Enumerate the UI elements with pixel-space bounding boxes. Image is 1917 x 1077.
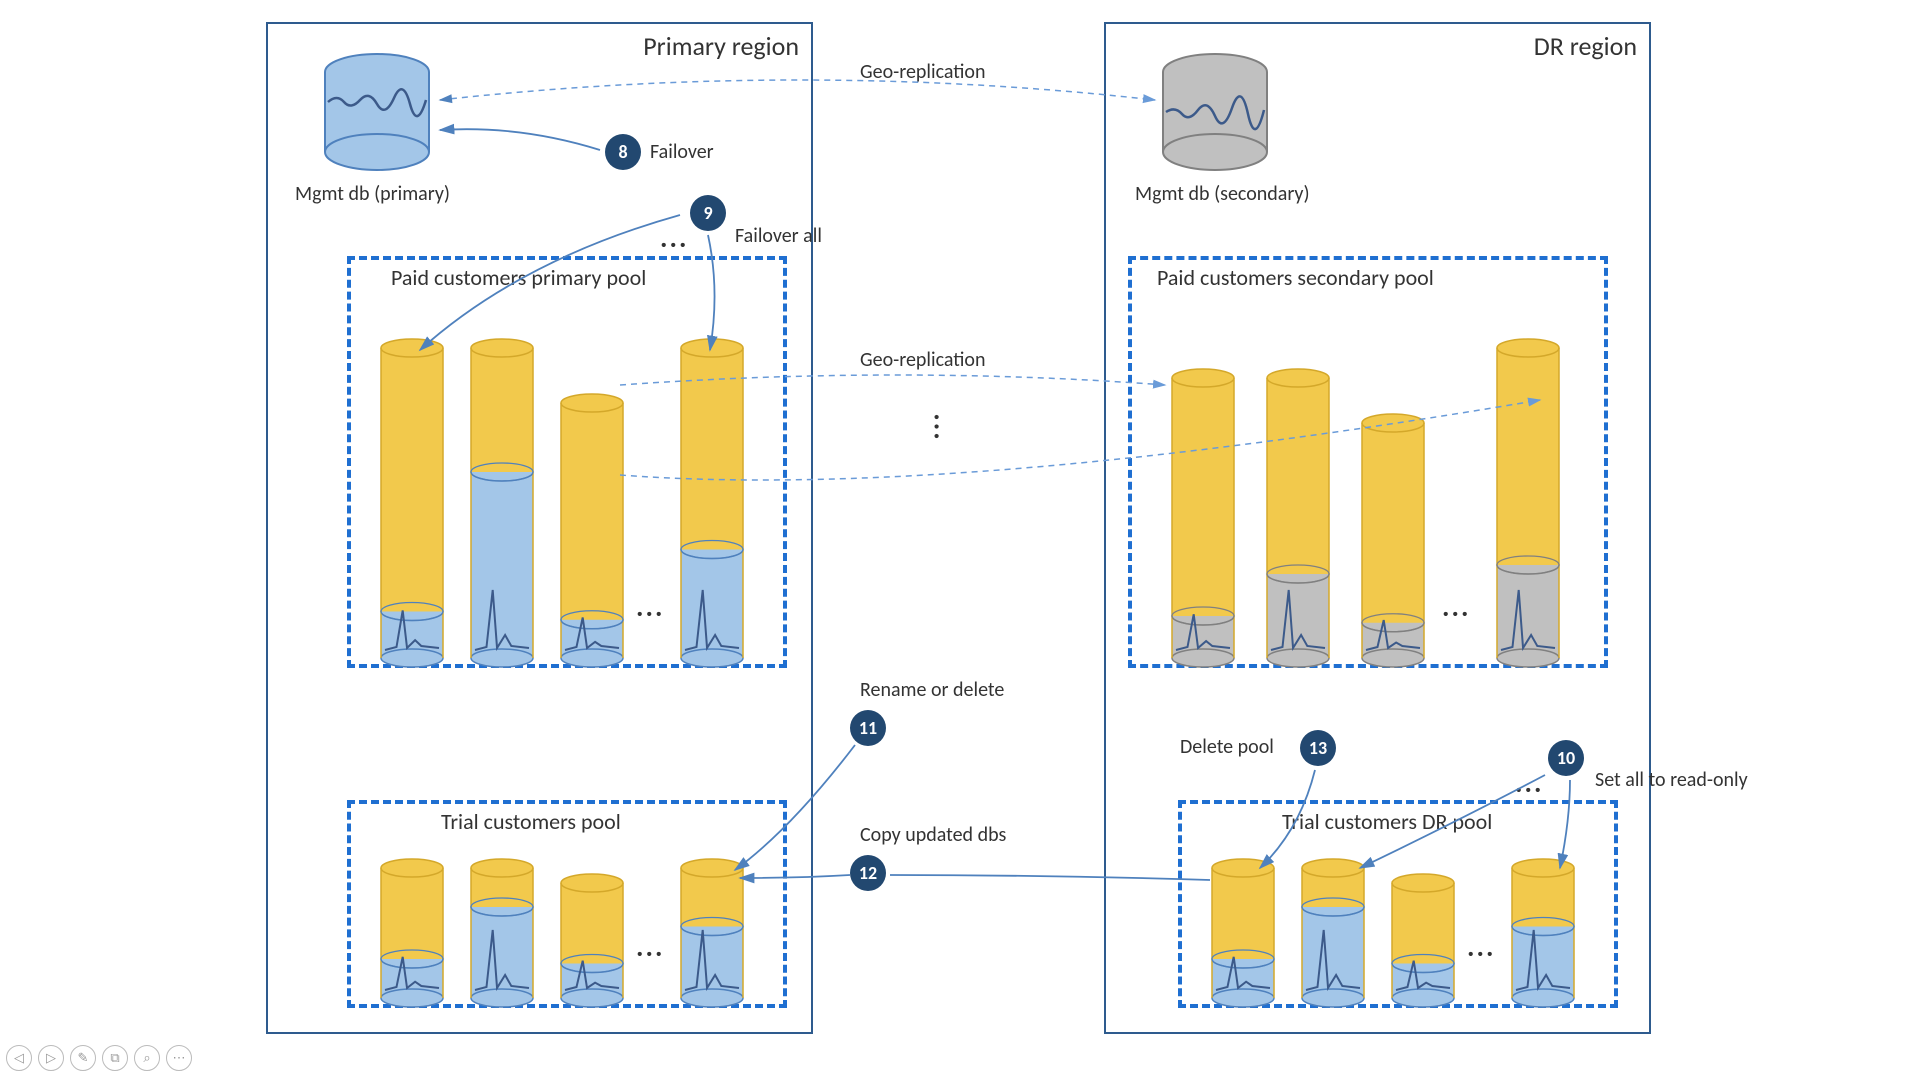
pool-trial_primary: Trial customers pool [347,800,787,1008]
geo-replication-label-1: Geo-replication [860,60,985,84]
viewer-toolbar: ◁ ▷ ✎ ⧉ ⌕ ⋯ [6,1045,192,1071]
pool-paid_primary: Paid customers primary pool [347,256,787,668]
pool-trial_dr: Trial customers DR pool [1178,800,1618,1008]
pool-trial_dr-ellipsis: ... [1467,929,1495,964]
step-13-label: Delete pool [1180,735,1274,759]
step-13-circle: 13 [1300,730,1336,766]
edit-button[interactable]: ✎ [70,1045,96,1071]
step-10-circle: 10 [1548,740,1584,776]
zoom-button[interactable]: ⌕ [134,1045,160,1071]
geo-replication-label-2: Geo-replication [860,348,985,372]
mgmt-db-secondary-label: Mgmt db (secondary) [1135,182,1310,206]
step-10-label: Set all to read-only [1595,768,1748,792]
step-12-circle: 12 [850,855,886,891]
step-8-label: Failover [650,140,714,164]
mgmt-db-primary-label: Mgmt db (primary) [295,182,450,206]
pool-paid_secondary-ellipsis: ... [1442,589,1470,624]
prev-button[interactable]: ◁ [6,1045,32,1071]
mgmt-db-primary [322,52,432,162]
pool-paid_primary-ellipsis: ... [636,589,664,624]
dr-region-title: DR region [1534,30,1637,62]
step-9-ellipsis: ... [660,220,688,255]
step-9-label: Failover all [735,224,822,248]
geo-replication-ellipsis: ... [927,413,962,441]
step-10-ellipsis: ... [1515,765,1543,800]
primary-region-title: Primary region [643,30,799,62]
step-9-circle: 9 [690,195,726,231]
step-12-label: Copy updated dbs [860,823,1006,847]
step-11-circle: 11 [850,710,886,746]
next-button[interactable]: ▷ [38,1045,64,1071]
mgmt-db-secondary [1160,52,1270,162]
step-11-label: Rename or delete [860,678,1004,702]
pool-trial_primary-ellipsis: ... [636,929,664,964]
copy-button[interactable]: ⧉ [102,1045,128,1071]
pool-paid_secondary: Paid customers secondary pool [1128,256,1608,668]
more-button[interactable]: ⋯ [166,1045,192,1071]
step-8-circle: 8 [605,134,641,170]
